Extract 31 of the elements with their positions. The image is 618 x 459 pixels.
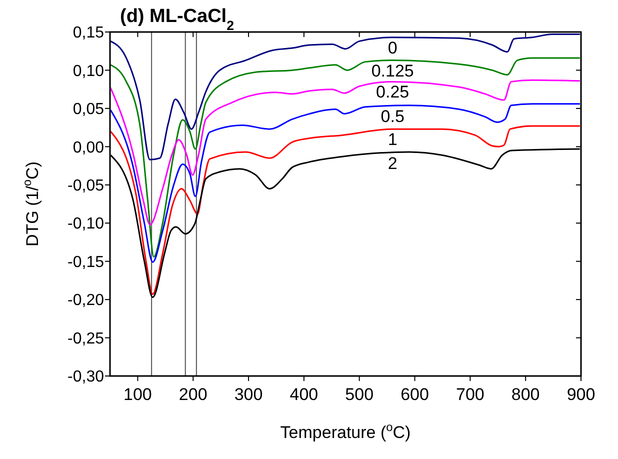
- y-tick-label: -0,30: [68, 368, 104, 386]
- x-tick-label: 900: [566, 385, 596, 404]
- line-series: [110, 103, 581, 263]
- series-label: 0.25: [376, 82, 410, 102]
- series-label: 1: [388, 130, 398, 150]
- y-tick-label: -0,20: [68, 292, 104, 310]
- chart-title: (d) ML-CaCl$_{2}$: [120, 6, 234, 32]
- y-tick-label: -0,25: [68, 330, 104, 348]
- y-tick-label: -0,05: [68, 177, 104, 194]
- x-tick-label: 200: [178, 385, 208, 404]
- x-tick-label: 300: [234, 385, 263, 404]
- x-tick-label: 100: [124, 385, 152, 404]
- series-label: 0.125: [371, 61, 414, 80]
- y-tick-label: 0,15: [72, 24, 104, 42]
- line-series: [110, 125, 581, 295]
- x-axis-title: Temperature ($^{o}$C): [280, 420, 411, 442]
- x-tick-label: 500: [345, 385, 374, 404]
- y-tick-label: -0,10: [68, 216, 104, 233]
- x-tick-label: 400: [290, 385, 318, 404]
- y-tick-label: -0,15: [68, 254, 104, 271]
- x-tick-label: 700: [456, 385, 484, 404]
- y-tick-label: 0,00: [72, 139, 104, 156]
- line-series: [110, 57, 581, 258]
- line-series: [110, 79, 581, 226]
- y-tick-label: 0,10: [72, 62, 104, 80]
- y-tick-label: 0,05: [72, 101, 104, 118]
- series-label: 0: [388, 38, 398, 58]
- x-tick-label: 600: [400, 385, 429, 404]
- series-label: 2: [388, 154, 398, 174]
- series-label: 0.5: [380, 106, 404, 126]
- x-tick-label: 800: [511, 385, 540, 404]
